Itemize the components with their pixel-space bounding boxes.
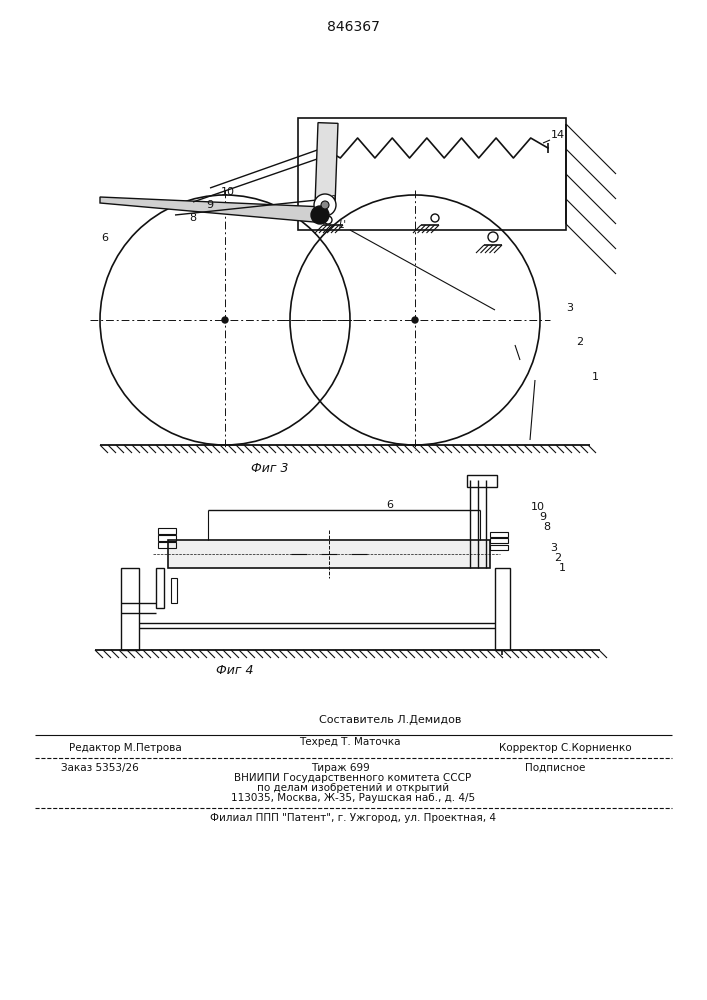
- Text: 3: 3: [566, 303, 573, 313]
- Text: 113035, Москва, Ж-35, Раушская наб., д. 4/5: 113035, Москва, Ж-35, Раушская наб., д. …: [231, 793, 475, 803]
- Circle shape: [324, 216, 332, 224]
- Bar: [171, 578, 177, 603]
- Text: 6: 6: [387, 500, 394, 510]
- Text: 10: 10: [531, 502, 545, 512]
- Text: 2: 2: [576, 337, 583, 347]
- Text: 9: 9: [206, 200, 214, 210]
- Text: Фиг 4: Фиг 4: [216, 664, 254, 676]
- Text: ВНИИПИ Государственного комитета СССР: ВНИИПИ Государственного комитета СССР: [235, 773, 472, 783]
- Bar: [490, 532, 508, 537]
- Text: Составитель Л.Демидов: Составитель Л.Демидов: [319, 715, 461, 725]
- Text: 8: 8: [544, 522, 551, 532]
- Bar: [158, 542, 176, 548]
- Bar: [490, 545, 508, 550]
- Circle shape: [311, 206, 329, 224]
- Text: L': L': [339, 220, 347, 230]
- Polygon shape: [315, 123, 338, 205]
- Text: 9: 9: [539, 512, 547, 522]
- Text: по делам изобретений и открытий: по делам изобретений и открытий: [257, 783, 449, 793]
- Bar: [158, 528, 176, 534]
- Bar: [495, 568, 510, 650]
- Text: 6: 6: [102, 233, 108, 243]
- Text: Филиал ППП "Патент", г. Ужгород, ул. Проектная, 4: Филиал ППП "Патент", г. Ужгород, ул. Про…: [210, 813, 496, 823]
- Text: 846367: 846367: [327, 20, 380, 34]
- Bar: [156, 568, 164, 608]
- Text: 8: 8: [189, 213, 197, 223]
- Text: Фиг 3: Фиг 3: [251, 462, 288, 475]
- Circle shape: [321, 201, 329, 209]
- Bar: [158, 535, 176, 541]
- Text: 10: 10: [221, 187, 235, 197]
- Text: 1: 1: [592, 372, 599, 382]
- Text: θ: θ: [330, 195, 336, 205]
- Circle shape: [314, 194, 336, 216]
- Text: 3: 3: [551, 543, 558, 553]
- Polygon shape: [100, 197, 325, 223]
- Text: Корректор С.Корниенко: Корректор С.Корниенко: [498, 743, 631, 753]
- Text: Редактор М.Петрова: Редактор М.Петрова: [69, 743, 182, 753]
- Text: Заказ 5353/26: Заказ 5353/26: [61, 763, 139, 773]
- Text: Подписное: Подписное: [525, 763, 585, 773]
- Text: 14: 14: [551, 130, 565, 140]
- Bar: [490, 538, 508, 543]
- Bar: [121, 568, 139, 650]
- Circle shape: [222, 317, 228, 323]
- Circle shape: [412, 317, 418, 323]
- Text: 2: 2: [554, 553, 561, 563]
- Text: Техред Т. Маточка: Техред Т. Маточка: [299, 737, 401, 747]
- Text: Тираж 699: Тираж 699: [310, 763, 369, 773]
- Bar: [168, 540, 490, 568]
- Bar: [467, 475, 497, 487]
- Text: 1: 1: [559, 563, 566, 573]
- Bar: [298, 118, 566, 230]
